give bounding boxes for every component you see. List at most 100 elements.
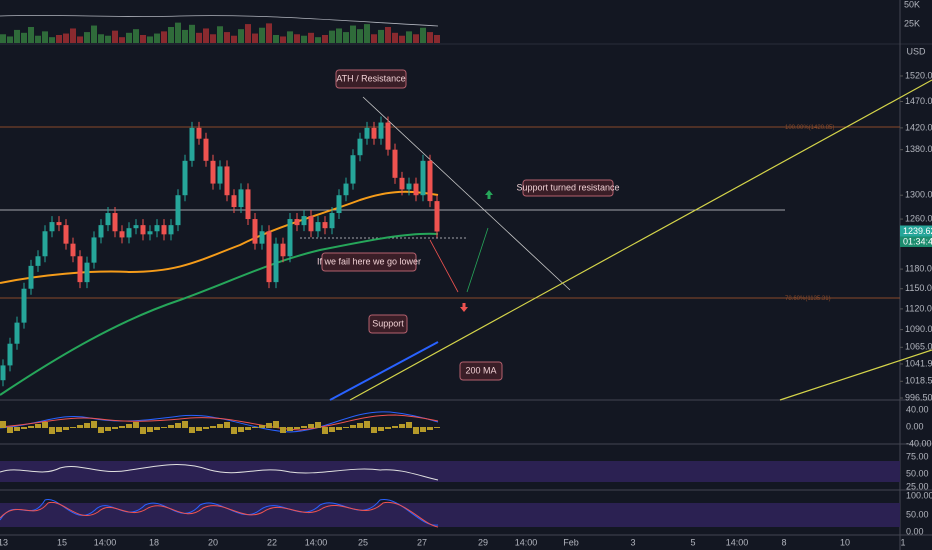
time-label: 8 [781,537,786,547]
macd-hist [133,422,139,428]
last-price-box [900,225,932,237]
candle [315,222,321,232]
macd-hist [329,427,335,432]
candle [343,183,349,196]
candle [350,155,356,184]
annotation: If we fail here we go lower [317,256,421,266]
rsi-tick: 25.00 [906,481,929,491]
volume-bar [168,27,174,43]
macd-hist [322,427,328,434]
volume-bar [273,35,279,43]
candle [329,213,335,229]
time-label: 5 [690,537,695,547]
time-label: 14:00 [515,537,538,547]
candle [245,189,251,220]
volume-bar [98,34,104,43]
volume-bar [182,29,188,43]
candle [196,127,202,139]
macd-hist [175,423,181,428]
time-label: 14:00 [94,537,117,547]
volume-bar [427,32,433,43]
volume-bar [308,32,314,43]
time-label: 14:00 [305,537,328,547]
volume-bar [315,37,321,43]
volume-bar [35,35,41,43]
time-label: 10 [840,537,850,547]
up-arrow [485,190,493,199]
candle [35,256,41,266]
volume-bar [406,31,412,43]
price-tick-label: 1150.00 [905,283,932,293]
macd-hist [294,427,300,429]
candle [434,201,440,232]
macd-hist [189,427,195,433]
annotation: 200 MA [465,365,496,375]
candle [238,189,244,208]
time-label: 3 [630,537,635,547]
rsi-line [0,464,439,481]
time-label: 1 [900,537,905,547]
volume-bar [154,33,160,43]
macd-hist [49,427,55,434]
macd-hist [182,421,188,428]
candle [147,231,153,235]
volume-bar [112,30,118,43]
candle [154,225,160,232]
price-tick-label: 1180.00 [905,263,932,273]
volume-bar [189,24,195,43]
macd-hist [259,425,265,428]
candle [273,243,279,283]
volume-bar [378,29,384,43]
macd-hist [126,424,132,428]
candle [133,225,139,229]
ma-200 [329,341,439,401]
macd-hist [210,426,216,428]
volume-bar [322,35,328,43]
volume-bar [161,31,167,43]
macd-hist [357,423,363,428]
volume-bar [357,29,363,43]
candle [224,166,230,196]
volume-bar [119,37,125,43]
candle [182,160,188,196]
volume-bar [21,32,27,43]
candle [91,237,97,263]
macd-hist [63,427,69,430]
macd-hist [378,427,384,431]
candle [49,222,55,232]
fib-label: 100.00%(1420.85) [785,125,834,131]
annotation-box [368,314,408,334]
volume-bar [336,28,342,43]
candle [371,127,377,139]
macd-hist [364,421,370,428]
volume-bar [259,27,265,43]
macd-hist [77,425,83,428]
price-tick-label: 1065.00 [905,342,932,352]
macd-hist [434,427,440,428]
annotation: ATH / Resistance [336,73,405,83]
macd-hist [245,427,251,430]
candle [357,138,363,156]
candle [189,127,195,161]
time-label: 22 [267,537,277,547]
macd-hist [84,423,90,428]
stoch-d [0,501,439,528]
ma-green [0,232,439,396]
candle [322,222,328,229]
macd-hist [280,427,286,433]
macd-hist [70,427,76,428]
volume-bar [231,35,237,43]
macd-hist [147,427,153,432]
volume-bar [434,35,440,43]
macd-hist [224,422,230,428]
macd-hist [42,422,48,428]
candle [287,219,293,257]
macd-hist [287,427,293,431]
annotation-box [459,361,503,381]
price-tick-label: 1090.00 [905,324,932,334]
candle [203,138,209,161]
candle [217,166,223,184]
candle [259,231,265,244]
volume-bar [287,31,293,43]
